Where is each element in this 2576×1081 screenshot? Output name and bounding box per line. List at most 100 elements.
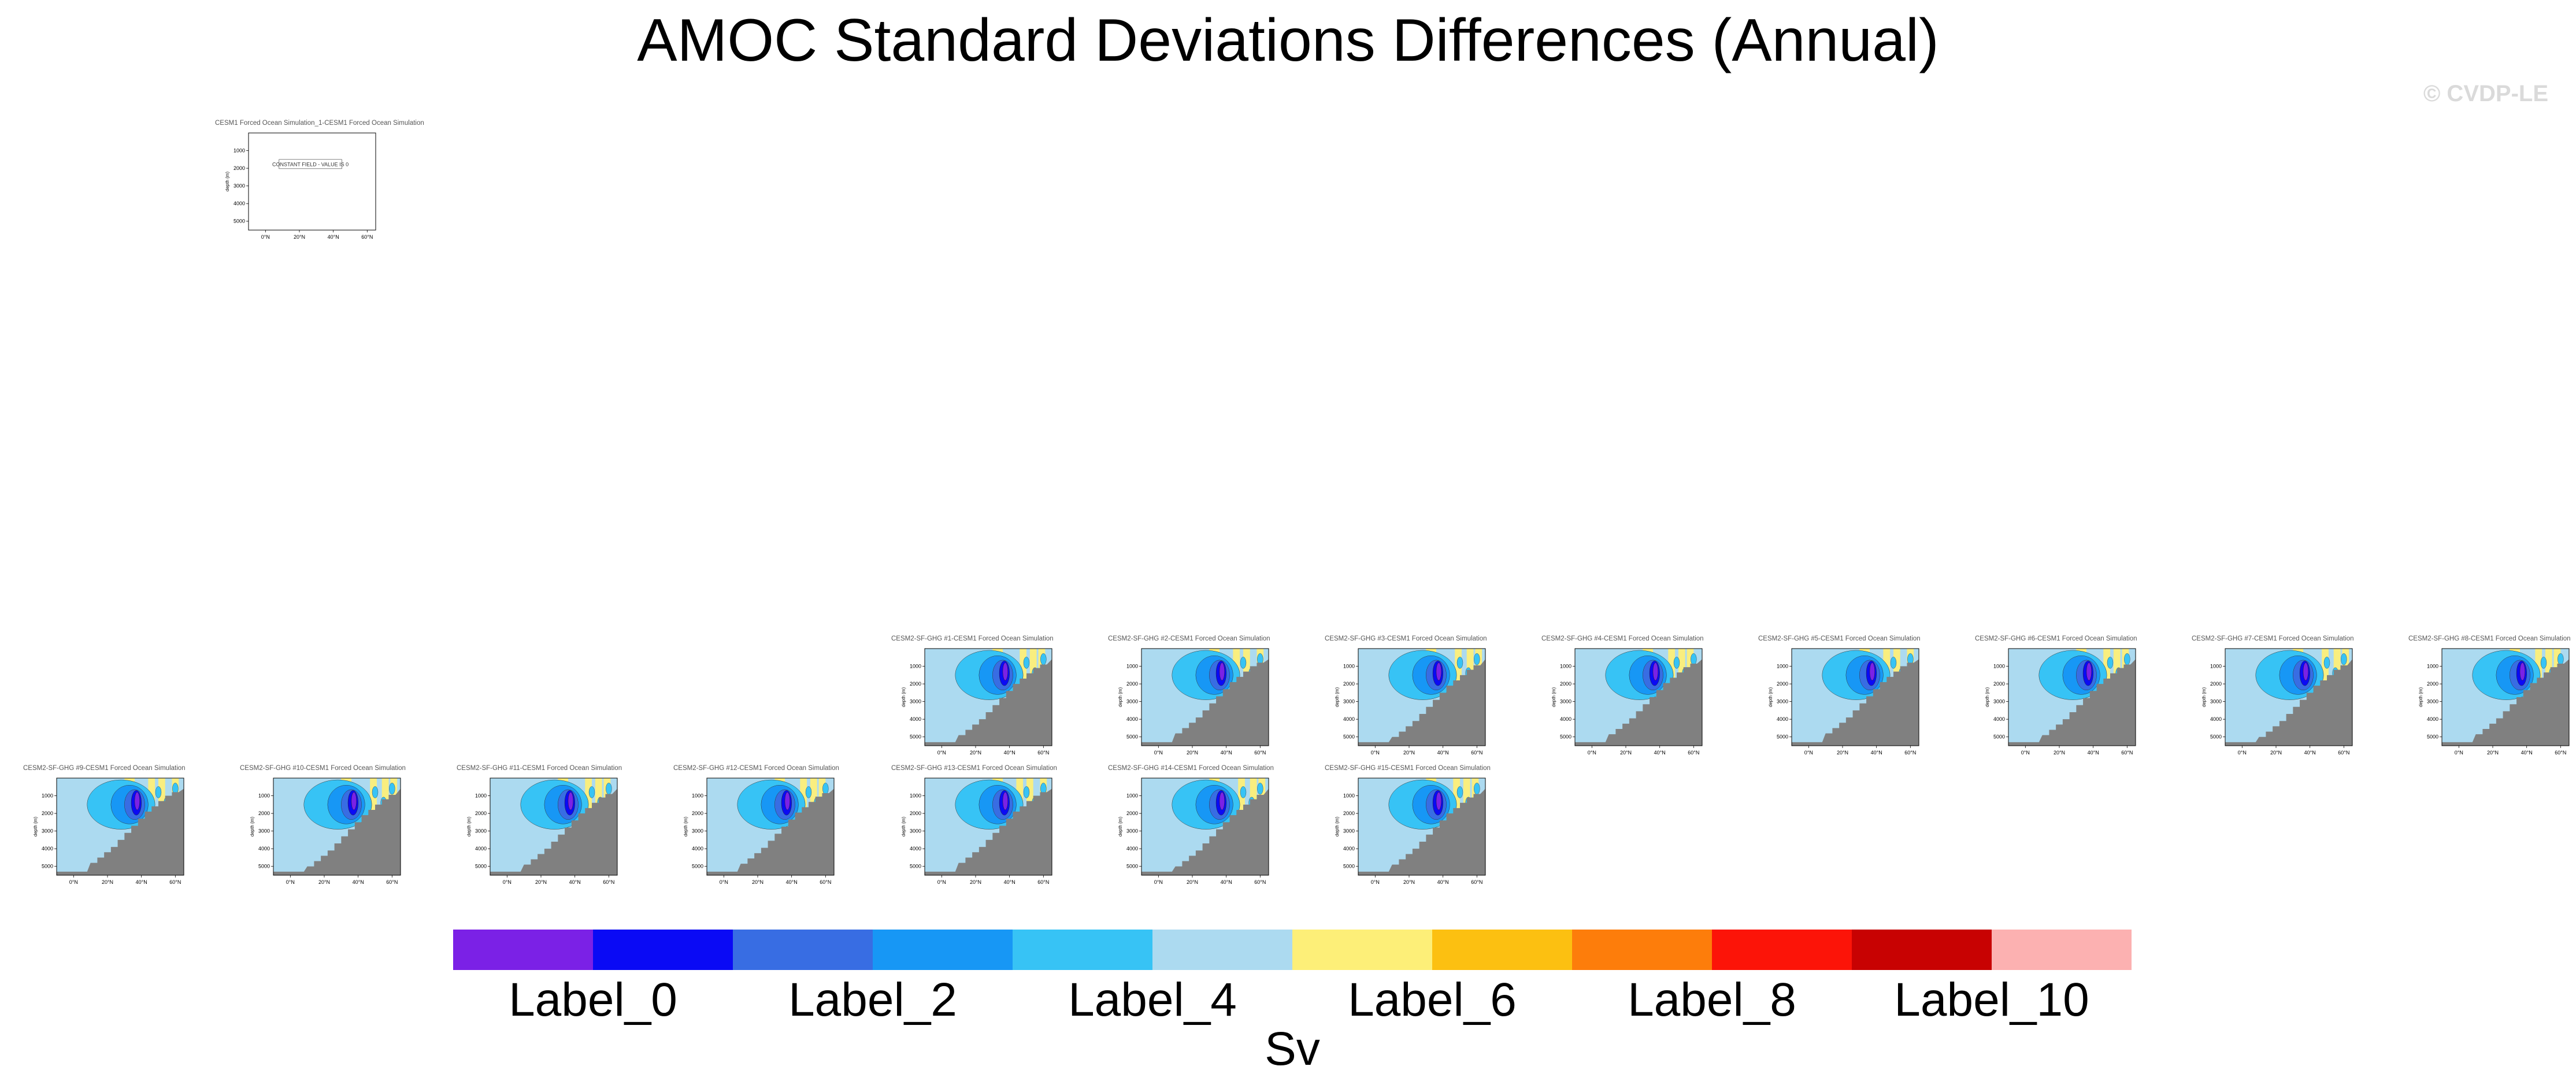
panel-plot: 1000 2000 3000 4000 5000 depth (m) 0°N 20°N 40°N… bbox=[1118, 648, 1269, 756]
y-tick-label: 2000 bbox=[1126, 681, 1138, 687]
y-tick-label: 5000 bbox=[910, 864, 921, 869]
field-negative-core bbox=[1219, 792, 1225, 810]
panel-title: CESM2-SF-GHG #11-CESM1 Forced Ocean Simu… bbox=[457, 765, 622, 772]
panel-title: CESM2-SF-GHG #9-CESM1 Forced Ocean Simul… bbox=[23, 765, 186, 772]
field-positive-patch bbox=[1029, 649, 1037, 688]
y-tick-label: 4000 bbox=[1560, 716, 1571, 722]
field-negative-core bbox=[2519, 662, 2525, 681]
y-tick-label: 1000 bbox=[1343, 793, 1355, 799]
x-tick-label: 40°N bbox=[353, 879, 364, 885]
x-tick-label: 0°N bbox=[1804, 750, 1813, 756]
y-tick-label: 4000 bbox=[1343, 716, 1355, 722]
field-positive-patch bbox=[2535, 649, 2542, 680]
field-negative-patch bbox=[1474, 653, 1480, 665]
x-tick-label: 0°N bbox=[937, 750, 946, 756]
y-tick-label: 3000 bbox=[1777, 699, 1788, 705]
y-tick-label: 1000 bbox=[1777, 664, 1788, 669]
x-tick-label: 20°N bbox=[294, 234, 305, 240]
bathymetry-mask bbox=[1141, 788, 1269, 875]
y-axis-label: depth (m) bbox=[1768, 687, 1773, 708]
y-tick-label: 4000 bbox=[1777, 716, 1788, 722]
y-tick-label: 3000 bbox=[692, 828, 703, 834]
y-tick-label: 1000 bbox=[910, 793, 921, 799]
x-tick-label: 20°N bbox=[1620, 750, 1632, 756]
colorbar-swatch bbox=[1852, 930, 1992, 970]
y-axis-label: depth (m) bbox=[901, 687, 906, 708]
x-tick-label: 0°N bbox=[503, 879, 512, 885]
y-tick-label: 5000 bbox=[910, 734, 921, 740]
panel-title: CESM2-SF-GHG #14-CESM1 Forced Ocean Simu… bbox=[1108, 765, 1274, 772]
colorbar-swatch bbox=[873, 930, 1013, 970]
y-tick-label: 1000 bbox=[475, 793, 487, 799]
y-tick-label: 1000 bbox=[233, 148, 245, 154]
y-tick-label: 3000 bbox=[1560, 699, 1571, 705]
bathymetry-mask bbox=[707, 788, 834, 875]
panel: CESM2-SF-GHG #5-CESM1 Forced Ocean Simul… bbox=[1757, 635, 1925, 765]
y-axis-label: depth (m) bbox=[466, 817, 472, 837]
y-tick-label: 1000 bbox=[910, 664, 921, 669]
y-tick-label: 2000 bbox=[910, 810, 921, 816]
y-tick-label: 4000 bbox=[692, 846, 703, 852]
x-tick-label: 20°N bbox=[2054, 750, 2065, 756]
field-negative-patch bbox=[1691, 653, 1697, 665]
field-negative-patch bbox=[1456, 786, 1463, 798]
panel-title: CESM2-SF-GHG #13-CESM1 Forced Ocean Simu… bbox=[891, 765, 1057, 772]
constant-field-box bbox=[279, 159, 342, 169]
colorbar-label: Label_4 bbox=[1068, 973, 1237, 1026]
y-tick-label: 2000 bbox=[2210, 681, 2222, 687]
x-tick-label: 20°N bbox=[1187, 879, 1198, 885]
y-tick-label: 3000 bbox=[2210, 699, 2222, 705]
y-axis-label: depth (m) bbox=[250, 817, 255, 837]
panel-title: CESM2-SF-GHG #12-CESM1 Forced Ocean Simu… bbox=[673, 765, 839, 772]
y-tick-label: 5000 bbox=[1126, 734, 1138, 740]
x-tick-label: 20°N bbox=[1403, 750, 1415, 756]
x-tick-label: 40°N bbox=[2088, 750, 2099, 756]
y-tick-label: 3000 bbox=[910, 828, 921, 834]
panel: CESM2-SF-GHG #2-CESM1 Forced Ocean Simul… bbox=[1107, 635, 1274, 765]
colorbar-swatch bbox=[1292, 930, 1432, 970]
x-tick-label: 60°N bbox=[1037, 750, 1049, 756]
field-positive-patch bbox=[1020, 649, 1026, 680]
y-tick-label: 4000 bbox=[475, 846, 487, 852]
field-negative-patch bbox=[1474, 783, 1480, 795]
field-positive-patch bbox=[1678, 649, 1685, 688]
panel-title: CESM2-SF-GHG #8-CESM1 Forced Ocean Simul… bbox=[2408, 635, 2571, 642]
panel: CESM2-SF-GHG #4-CESM1 Forced Ocean Simul… bbox=[1540, 635, 1708, 765]
field-negative-core bbox=[2303, 662, 2308, 681]
bathymetry-mask bbox=[1141, 659, 1269, 746]
x-tick-label: 20°N bbox=[1187, 750, 1198, 756]
panel: CESM2-SF-GHG #11-CESM1 Forced Ocean Simu… bbox=[455, 764, 623, 894]
field-positive-patch bbox=[595, 778, 602, 817]
panel-plot: 1000 2000 3000 4000 5000 depth (m) 0°N 20°N 40°N… bbox=[1985, 648, 2136, 756]
field-negative-patch bbox=[389, 783, 395, 795]
bathymetry-mask bbox=[925, 788, 1052, 875]
panel-title: CESM2-SF-GHG #15-CESM1 Forced Ocean Simu… bbox=[1325, 765, 1491, 772]
x-tick-label: 40°N bbox=[786, 879, 798, 885]
field-positive-patch bbox=[585, 778, 592, 810]
bathymetry-mask bbox=[1792, 659, 1919, 746]
field-negative-patch bbox=[1673, 657, 1680, 669]
x-tick-label: 40°N bbox=[1437, 879, 1449, 885]
x-tick-label: 0°N bbox=[937, 879, 946, 885]
y-tick-label: 4000 bbox=[1126, 716, 1138, 722]
colorbar-swatch bbox=[1992, 930, 2132, 970]
colorbar-label: Label_6 bbox=[1348, 973, 1517, 1026]
y-tick-label: 4000 bbox=[233, 201, 245, 206]
y-tick-label: 2000 bbox=[1343, 810, 1355, 816]
y-tick-label: 3000 bbox=[2427, 699, 2438, 705]
panel-plot: CONSTANT FIELD - VALUE IS 0 1000 2000 3000 4… bbox=[225, 132, 376, 240]
colorbar-swatch bbox=[733, 930, 873, 970]
x-tick-label: 20°N bbox=[1837, 750, 1848, 756]
y-tick-label: 2000 bbox=[1777, 681, 1788, 687]
x-tick-label: 20°N bbox=[318, 879, 330, 885]
y-tick-label: 5000 bbox=[2210, 734, 2222, 740]
y-tick-label: 2000 bbox=[1126, 810, 1138, 816]
x-tick-label: 40°N bbox=[1654, 750, 1666, 756]
plot-frame bbox=[1358, 648, 1486, 746]
field-negative-core bbox=[1436, 662, 1441, 681]
y-tick-label: 4000 bbox=[910, 846, 921, 852]
field-negative-core bbox=[1652, 662, 1658, 681]
panel-plot: 1000 2000 3000 4000 5000 depth (m) 0°N 20°N 40°N… bbox=[250, 778, 401, 885]
panel-plot: 1000 2000 3000 4000 5000 depth (m) 0°N 20°N 40°N… bbox=[1335, 648, 1486, 756]
y-tick-label: 3000 bbox=[258, 828, 270, 834]
